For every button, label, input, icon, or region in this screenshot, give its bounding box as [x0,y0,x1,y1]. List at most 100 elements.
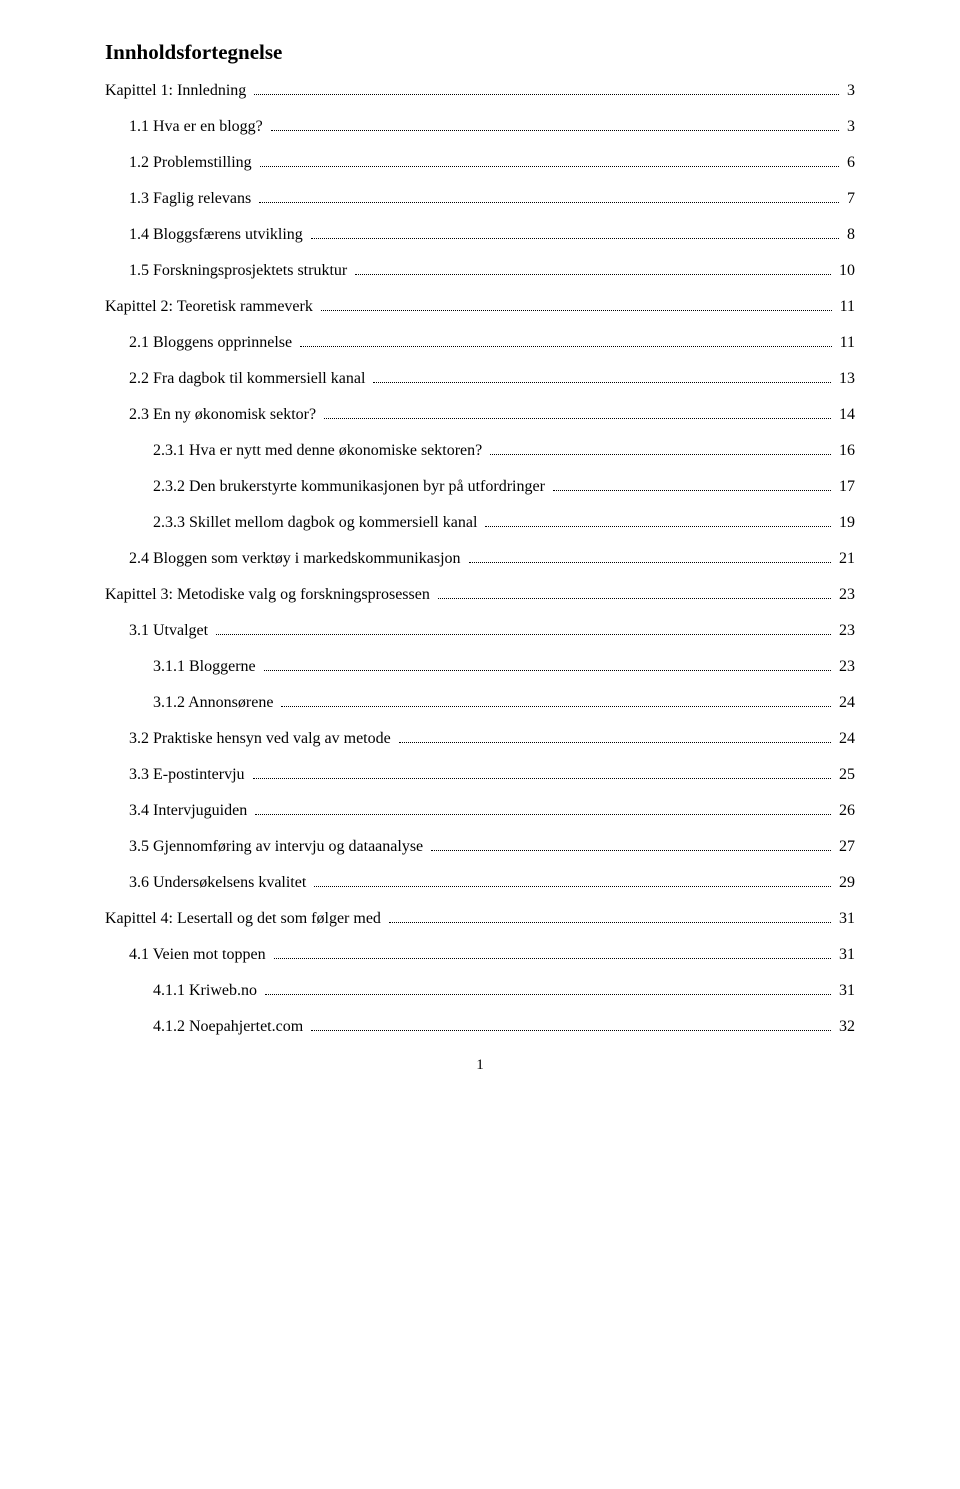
toc-entry-label: 4.1 Veien mot toppen [129,947,270,963]
toc-entry-page: 23 [835,587,855,603]
toc-leader [216,634,831,635]
toc-entry-label: 3.4 Intervjuguiden [129,803,251,819]
toc-entry-label: 1.1 Hva er en blogg? [129,119,267,135]
toc-leader [431,850,831,851]
toc-leader [274,958,831,959]
toc-entry-page: 10 [835,263,855,279]
toc-leader [254,94,839,95]
toc-leader [389,922,831,923]
toc-entry-label: 3.1.2 Annonsørene [153,695,277,711]
toc-entry: Kapittel 3: Metodiske valg og forsknings… [105,587,855,603]
toc-entry: 4.1 Veien mot toppen 31 [105,947,855,963]
toc-entry: 2.1 Bloggens opprinnelse 11 [105,335,855,351]
toc-entry-label: 4.1.1 Kriweb.no [153,983,261,999]
toc-entry: 3.3 E-postintervju 25 [105,767,855,783]
toc-entry-page: 24 [835,695,855,711]
toc-entry-page: 3 [843,83,855,99]
toc-entry-label: 3.2 Praktiske hensyn ved valg av metode [129,731,395,747]
toc-entry-label: Kapittel 4: Lesertall og det som følger … [105,911,385,927]
toc-entry: 2.3.2 Den brukerstyrte kommunikasjonen b… [105,479,855,495]
toc-entry-label: Kapittel 2: Teoretisk rammeverk [105,299,317,315]
toc-entry: 3.2 Praktiske hensyn ved valg av metode 2… [105,731,855,747]
toc-entry-label: 2.3 En ny økonomisk sektor? [129,407,320,423]
toc-leader [253,778,831,779]
toc-entry-page: 3 [843,119,855,135]
page-number: 1 [105,1057,855,1074]
toc-entry-page: 31 [835,947,855,963]
toc-entry: 3.1.2 Annonsørene 24 [105,695,855,711]
toc-entry: 2.3.3 Skillet mellom dagbok og kommersie… [105,515,855,531]
toc-leader [490,454,831,455]
toc-leader [373,382,831,383]
toc-entry: 2.3 En ny økonomisk sektor? 14 [105,407,855,423]
toc-entry-page: 24 [835,731,855,747]
toc-entry-page: 14 [835,407,855,423]
toc-entry-label: 4.1.2 Noepahjertet.com [153,1019,307,1035]
toc-entry-page: 29 [835,875,855,891]
toc-entry-page: 32 [835,1019,855,1035]
toc-entry-label: 1.2 Problemstilling [129,155,256,171]
toc-entry: 4.1.1 Kriweb.no 31 [105,983,855,999]
toc-entry-page: 23 [835,623,855,639]
toc-entry-page: 21 [835,551,855,567]
toc-leader [324,418,831,419]
toc-entry-label: 1.4 Bloggsfærens utvikling [129,227,307,243]
toc-entry-label: Kapittel 3: Metodiske valg og forsknings… [105,587,434,603]
toc-entry: 1.5 Forskningsprosjektets struktur 10 [105,263,855,279]
toc-entry-page: 23 [835,659,855,675]
toc-entry-page: 27 [835,839,855,855]
toc-entry-label: Kapittel 1: Innledning [105,83,250,99]
toc-entry-label: 2.4 Bloggen som verktøy i markedskommuni… [129,551,465,567]
toc-entry-page: 19 [835,515,855,531]
toc-leader [255,814,831,815]
toc-entry-label: 3.6 Undersøkelsens kvalitet [129,875,310,891]
toc-entry: 3.4 Intervjuguiden26 [105,803,855,819]
toc-entry-label: 2.1 Bloggens opprinnelse [129,335,296,351]
toc-entry: 4.1.2 Noepahjertet.com 32 [105,1019,855,1035]
toc-leader [314,886,831,887]
toc-entry: 1.1 Hva er en blogg? 3 [105,119,855,135]
toc-leader [300,346,832,347]
toc-entry-label: 1.5 Forskningsprosjektets struktur [129,263,351,279]
toc-entry-page: 25 [835,767,855,783]
toc-entry: 3.5 Gjennomføring av intervju og dataana… [105,839,855,855]
toc-entry-page: 6 [843,155,855,171]
toc-entry-label: 3.3 E-postintervju [129,767,249,783]
toc-entry-page: 17 [835,479,855,495]
toc-leader [281,706,831,707]
toc-leader [264,670,831,671]
toc-list: Kapittel 1: Innledning31.1 Hva er en blo… [105,83,855,1035]
toc-leader [438,598,831,599]
toc-leader [271,130,839,131]
toc-entry: Kapittel 1: Innledning 3 [105,83,855,99]
toc-entry: 2.2 Fra dagbok til kommersiell kanal 13 [105,371,855,387]
toc-entry-label: 2.3.1 Hva er nytt med denne økonomiske s… [153,443,486,459]
toc-entry: 2.3.1 Hva er nytt med denne økonomiske s… [105,443,855,459]
toc-entry-page: 31 [835,983,855,999]
toc-entry-label: 2.2 Fra dagbok til kommersiell kanal [129,371,369,387]
toc-entry-page: 8 [843,227,855,243]
toc-entry-page: 13 [835,371,855,387]
toc-entry-page: 11 [836,299,855,315]
toc-entry: 1.2 Problemstilling 6 [105,155,855,171]
toc-entry: Kapittel 2: Teoretisk rammeverk 11 [105,299,855,315]
toc-leader [259,202,839,203]
toc-entry: 3.1.1 Bloggerne 23 [105,659,855,675]
toc-leader [553,490,831,491]
toc-leader [485,526,831,527]
toc-leader [321,310,832,311]
toc-entry-page: 11 [836,335,855,351]
toc-entry-label: 3.1.1 Bloggerne [153,659,260,675]
toc-entry-label: 3.1 Utvalget [129,623,212,639]
toc-leader [355,274,831,275]
toc-entry-page: 16 [835,443,855,459]
toc-entry: 1.3 Faglig relevans7 [105,191,855,207]
toc-entry-page: 31 [835,911,855,927]
toc-entry: 2.4 Bloggen som verktøy i markedskommuni… [105,551,855,567]
toc-entry-label: 3.5 Gjennomføring av intervju og dataana… [129,839,427,855]
toc-leader [311,1030,831,1031]
toc-leader [265,994,831,995]
toc-entry: Kapittel 4: Lesertall og det som følger … [105,911,855,927]
toc-leader [399,742,831,743]
toc-entry-label: 2.3.2 Den brukerstyrte kommunikasjonen b… [153,479,549,495]
